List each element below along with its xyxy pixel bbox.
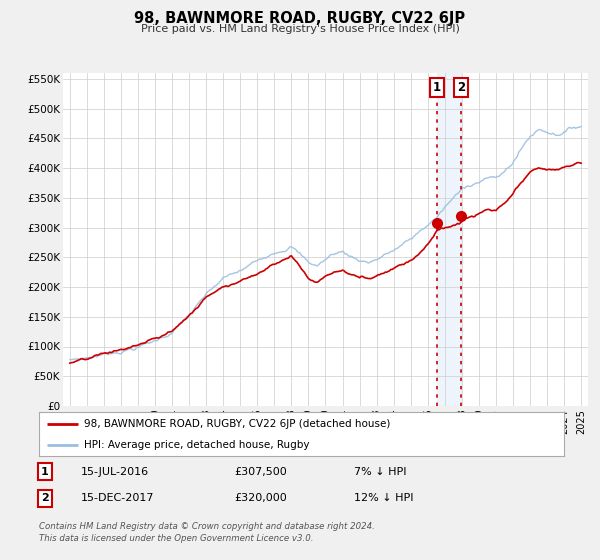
Text: 15-JUL-2016: 15-JUL-2016: [81, 466, 149, 477]
Text: 98, BAWNMORE ROAD, RUGBY, CV22 6JP (detached house): 98, BAWNMORE ROAD, RUGBY, CV22 6JP (deta…: [83, 419, 390, 429]
Text: Price paid vs. HM Land Registry's House Price Index (HPI): Price paid vs. HM Land Registry's House …: [140, 24, 460, 34]
Text: 7% ↓ HPI: 7% ↓ HPI: [354, 466, 407, 477]
Text: 2: 2: [457, 81, 465, 94]
Text: 2: 2: [41, 493, 49, 503]
Text: 1: 1: [41, 466, 49, 477]
Text: 1: 1: [433, 81, 441, 94]
Text: £307,500: £307,500: [234, 466, 287, 477]
Text: HPI: Average price, detached house, Rugby: HPI: Average price, detached house, Rugb…: [83, 440, 309, 450]
Bar: [437, 73, 461, 406]
Text: £320,000: £320,000: [234, 493, 287, 503]
Text: 98, BAWNMORE ROAD, RUGBY, CV22 6JP: 98, BAWNMORE ROAD, RUGBY, CV22 6JP: [134, 11, 466, 26]
Text: 15-DEC-2017: 15-DEC-2017: [81, 493, 155, 503]
Text: 12% ↓ HPI: 12% ↓ HPI: [354, 493, 413, 503]
Text: Contains HM Land Registry data © Crown copyright and database right 2024.
This d: Contains HM Land Registry data © Crown c…: [39, 522, 375, 543]
